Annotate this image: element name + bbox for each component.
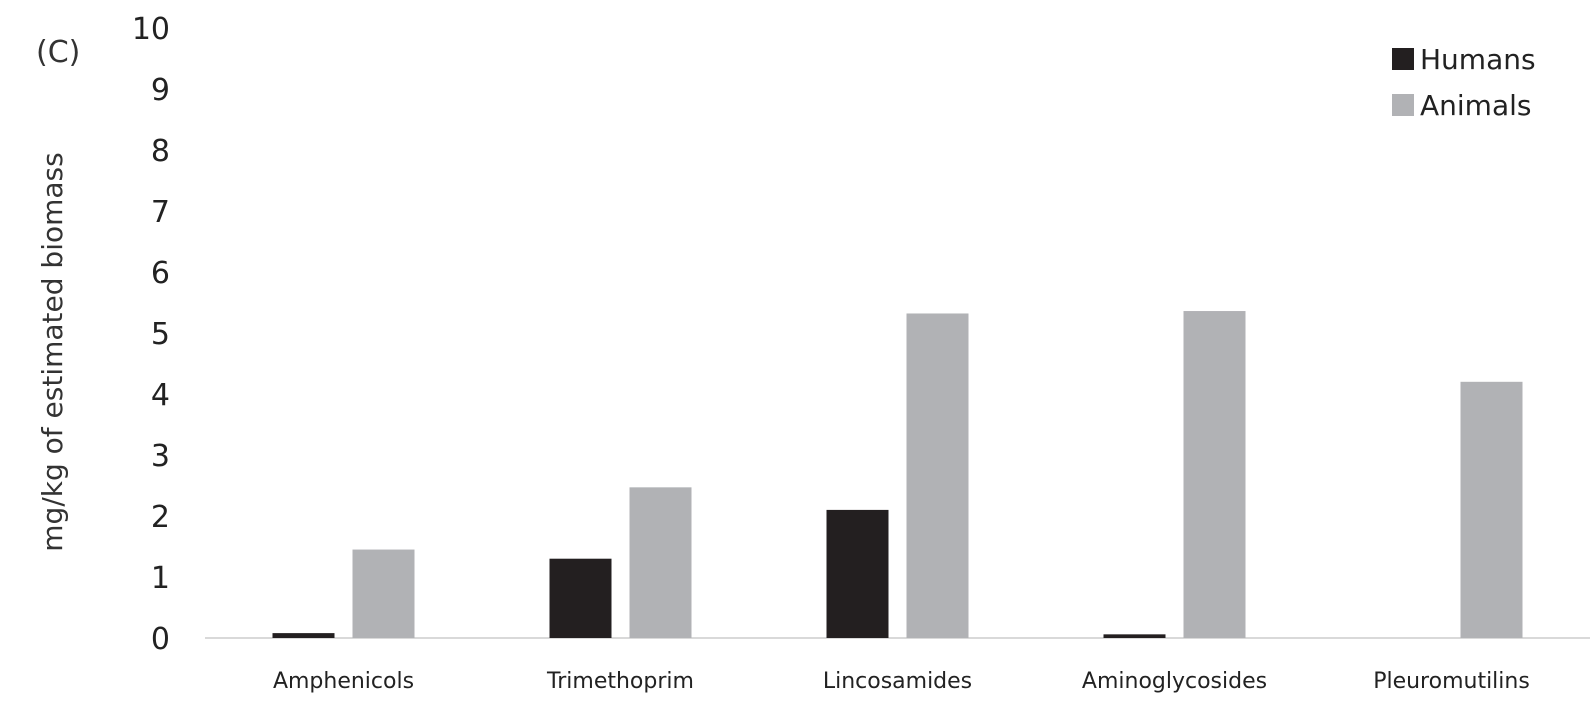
bar-humans-amphenicols (272, 633, 335, 638)
legend-label-animals: Animals (1420, 89, 1531, 122)
y-tick-label: 9 (151, 73, 170, 108)
y-tick-label: 2 (151, 500, 170, 535)
y-tick-label: 0 (151, 622, 170, 657)
bar-animals-lincosamides (906, 313, 969, 638)
y-tick-label: 4 (151, 378, 170, 413)
y-tick-label: 6 (151, 256, 170, 291)
bar-animals-aminoglycosides (1183, 311, 1246, 638)
bar-humans-trimethoprim (549, 558, 612, 638)
bar-animals-amphenicols (352, 549, 415, 638)
legend: Humans Animals (1392, 43, 1536, 122)
y-tick-label: 1 (151, 561, 170, 596)
bar-humans-lincosamides (826, 509, 889, 638)
legend-swatch-animals (1392, 94, 1414, 116)
bar-animals-pleuromutilins (1460, 381, 1523, 638)
legend-label-humans: Humans (1420, 43, 1536, 76)
legend-swatch-humans (1392, 48, 1414, 70)
y-tick-label: 5 (151, 317, 170, 352)
category-label: Trimethoprim (546, 669, 694, 694)
bar-animals-trimethoprim (629, 487, 692, 638)
y-tick-label: 10 (132, 12, 170, 47)
y-tick-labels: 0 1 2 3 4 5 6 7 8 9 10 (132, 12, 170, 657)
category-label: Pleuromutilins (1373, 669, 1530, 694)
panel-label: (C) (36, 35, 80, 70)
category-labels: Amphenicols Trimethoprim Lincosamides Amino… (273, 669, 1530, 694)
category-label: Amphenicols (273, 669, 414, 694)
y-tick-label: 7 (151, 195, 170, 230)
y-tick-label: 8 (151, 134, 170, 169)
category-label: Lincosamides (823, 669, 972, 694)
category-label: Aminoglycosides (1082, 669, 1267, 694)
bar-humans-aminoglycosides (1103, 634, 1166, 638)
bars (272, 311, 1523, 638)
y-axis-title: mg/kg of estimated biomass (36, 152, 69, 551)
y-tick-label: 3 (151, 439, 170, 474)
